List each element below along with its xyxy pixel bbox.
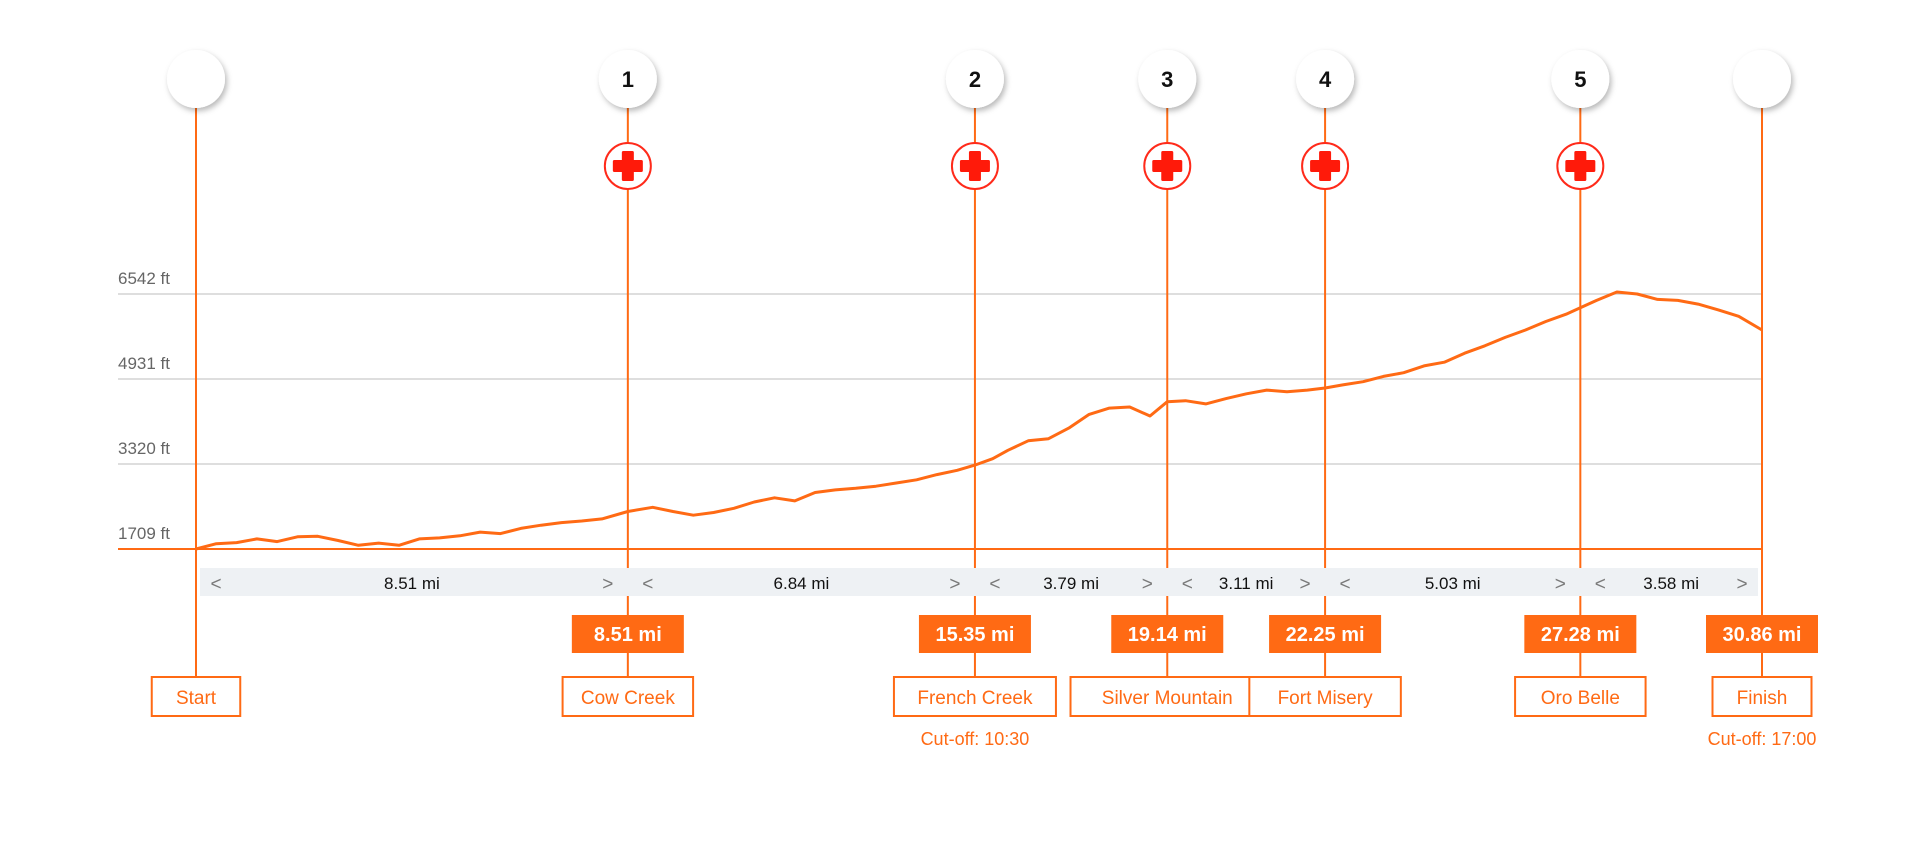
segment-next-arrow[interactable]: > (1300, 574, 1311, 595)
cutoff-time: Cut-off: 10:30 (921, 729, 1030, 749)
y-axis-labels: 1709 ft 3320 ft 4931 ft 6542 ft (118, 269, 170, 543)
y-tick-label: 1709 ft (118, 524, 170, 543)
segment-prev-arrow[interactable]: < (1595, 574, 1606, 595)
waypoint-name[interactable]: Silver Mountain (1102, 688, 1233, 709)
waypoint-name[interactable]: Fort Misery (1278, 688, 1374, 709)
waypoint-name-box[interactable] (892, 676, 1057, 717)
waypoint-marker-circle[interactable] (1138, 50, 1197, 108)
y-tick-label: 3320 ft (118, 439, 170, 458)
waypoint-marker-circle[interactable] (1551, 50, 1610, 108)
segment-prev-arrow[interactable]: < (1340, 574, 1351, 595)
medical-cross-icon (1143, 142, 1192, 190)
segment-next-arrow[interactable]: > (1736, 574, 1747, 595)
waypoint-number: 4 (1319, 67, 1332, 92)
waypoint-name[interactable]: Finish (1737, 688, 1788, 709)
segment-distance-label: 8.51 mi (384, 574, 440, 593)
waypoint-markers: 1 2 3 4 5 (167, 50, 1791, 190)
waypoint-name-box[interactable] (1711, 676, 1813, 717)
waypoint-name-box[interactable] (1248, 676, 1402, 717)
elevation-profile (195, 290, 1763, 551)
segment-distance-label: 5.03 mi (1425, 574, 1481, 593)
waypoint-number: 5 (1574, 67, 1586, 92)
segment-distance-label: 6.84 mi (774, 574, 830, 593)
elevation-line (195, 290, 1763, 551)
distance-badge-label: 19.14 mi (1128, 624, 1207, 646)
distance-badge (1706, 615, 1818, 653)
aid-cross-bar (1319, 151, 1332, 181)
waypoint-name[interactable]: Oro Belle (1541, 688, 1620, 709)
segment-next-arrow[interactable]: > (602, 574, 613, 595)
segment-distance-label: 3.11 mi (1219, 574, 1274, 593)
waypoint-marker-circle[interactable] (1733, 50, 1791, 108)
medical-cross-icon (603, 142, 652, 190)
distance-badge (1524, 615, 1637, 653)
y-tick-label: 4931 ft (118, 354, 170, 373)
waypoint-name[interactable]: Start (176, 688, 217, 709)
segment-distance-label: 3.58 mi (1643, 574, 1699, 593)
distance-badge-label: 8.51 mi (594, 624, 662, 646)
waypoint-name-box[interactable] (150, 676, 242, 717)
distance-badge-label: 27.28 mi (1541, 624, 1620, 646)
aid-cross-bar (621, 151, 634, 181)
segment-distance-label: 3.79 mi (1043, 574, 1099, 593)
waypoint-name-box[interactable] (561, 676, 695, 717)
aid-cross-bar (1161, 151, 1174, 181)
waypoint-labels: Start 8.51 mi Cow Creek 15.35 mi French Cree… (150, 615, 1818, 749)
segment-distance-bar: 8.51 mi < >6.84 mi < >3.79 mi < >3.11 mi < >5.03… (200, 568, 1758, 596)
aid-cross-bar (1574, 151, 1587, 181)
aid-cross-bar (968, 151, 981, 181)
waypoint-name[interactable]: Cow Creek (581, 688, 675, 709)
waypoint-marker-circle[interactable] (945, 50, 1004, 108)
medical-cross-icon (950, 142, 999, 190)
segment-prev-arrow[interactable]: < (642, 574, 653, 595)
medical-cross-icon (1301, 142, 1350, 190)
distance-badge-label: 15.35 mi (935, 624, 1014, 646)
waypoint-number: 2 (969, 67, 981, 92)
segment-next-arrow[interactable]: > (1142, 574, 1153, 595)
medical-cross-icon (1556, 142, 1605, 190)
segment-bar-background (200, 568, 1758, 596)
distance-badge-label: 30.86 mi (1723, 624, 1802, 646)
gridlines (118, 293, 1762, 550)
waypoint-marker-circle[interactable] (167, 50, 225, 108)
waypoint-name[interactable]: French Creek (917, 688, 1033, 709)
distance-badge (571, 615, 684, 653)
waypoint-number: 1 (622, 67, 634, 92)
segment-prev-arrow[interactable]: < (989, 574, 1000, 595)
waypoint-name-box[interactable] (1514, 676, 1647, 717)
segment-prev-arrow[interactable]: < (210, 574, 221, 595)
distance-badge-label: 22.25 mi (1286, 624, 1365, 646)
cutoff-time: Cut-off: 17:00 (1708, 729, 1817, 749)
distance-badge (1269, 615, 1382, 653)
waypoint-number: 3 (1161, 67, 1173, 92)
distance-badge (1111, 615, 1224, 653)
segment-next-arrow[interactable]: > (1555, 574, 1566, 595)
waypoint-marker-circle[interactable] (1296, 50, 1355, 108)
segment-next-arrow[interactable]: > (949, 574, 960, 595)
waypoint-marker-circle[interactable] (598, 50, 657, 108)
y-tick-label: 6542 ft (118, 269, 170, 288)
distance-badge (918, 615, 1031, 653)
segment-prev-arrow[interactable]: < (1182, 574, 1193, 595)
